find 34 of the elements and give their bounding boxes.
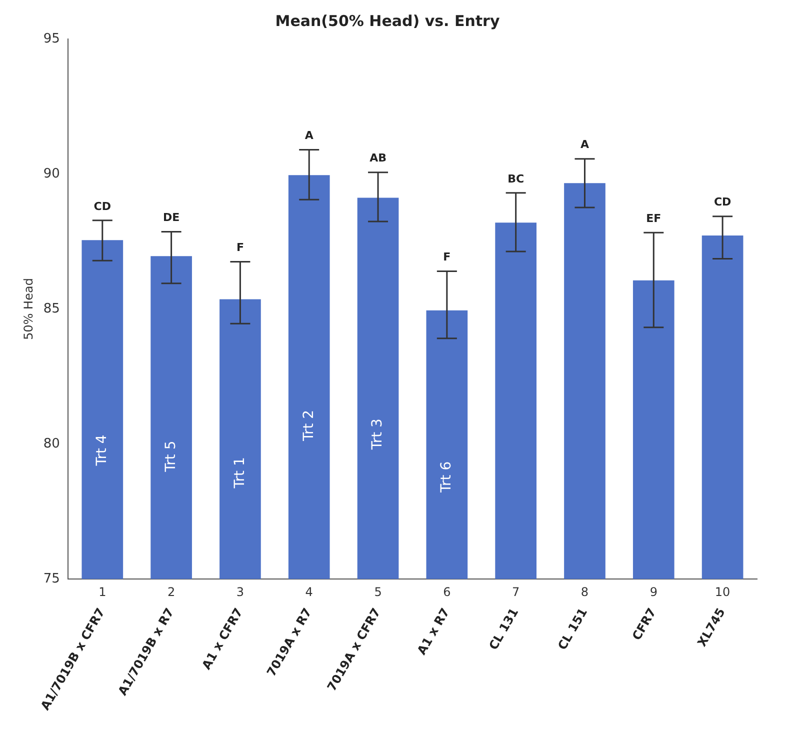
data-label: Trt 5 — [162, 440, 179, 473]
annotation: A — [304, 129, 314, 142]
y-tick-label: 95 — [43, 31, 60, 46]
y-tick-label: 85 — [43, 301, 60, 316]
text: 4 — [305, 585, 313, 600]
x-tick-label: A1 x R7 — [414, 606, 452, 658]
text: 7 — [512, 585, 520, 600]
y-axis-title: 50% Head — [21, 278, 36, 340]
text: 10 — [714, 585, 730, 600]
data-label: Trt 6 — [438, 461, 455, 494]
text: 8 — [580, 585, 589, 600]
text: 1 — [98, 585, 106, 600]
data-label: Trt 3 — [370, 418, 386, 451]
annotation: F — [443, 250, 451, 264]
y-tick-label: 75 — [43, 571, 60, 586]
annotation: F — [236, 241, 244, 254]
annotation: EF — [646, 212, 662, 225]
annotation: A — [580, 138, 590, 152]
text: 9 — [650, 585, 658, 600]
y-tick-label: 80 — [43, 436, 60, 452]
annotation: AB — [370, 152, 386, 165]
chart-title: Mean(50% Head) vs. Entry — [275, 12, 500, 30]
text: 2 — [167, 585, 176, 600]
annotation: CD — [94, 200, 112, 213]
data-label: Trt 4 — [94, 434, 110, 467]
data-label: Trt 1 — [232, 457, 248, 490]
text: 3 — [236, 585, 244, 600]
text: 6 — [443, 585, 451, 600]
annotation: DE — [162, 211, 180, 224]
annotation: CD — [714, 196, 732, 209]
text: 5 — [374, 585, 382, 600]
data-label: Trt 2 — [300, 410, 317, 442]
annotation: BC — [508, 172, 524, 186]
y-tick-label: 90 — [43, 166, 60, 182]
